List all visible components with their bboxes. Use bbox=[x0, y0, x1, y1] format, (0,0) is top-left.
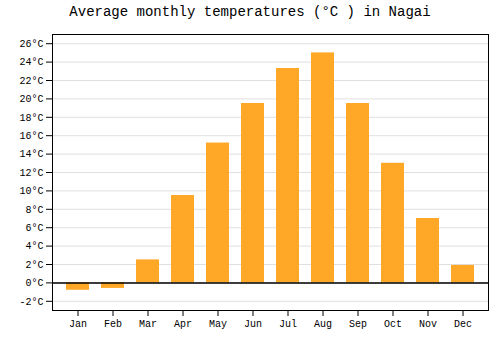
svg-text:Aug: Aug bbox=[314, 319, 332, 330]
svg-text:8°C: 8°C bbox=[25, 205, 43, 216]
svg-text:18°C: 18°C bbox=[19, 113, 43, 124]
svg-text:2°C: 2°C bbox=[25, 260, 43, 271]
svg-text:Jul: Jul bbox=[279, 319, 297, 330]
svg-text:12°C: 12°C bbox=[19, 168, 43, 179]
svg-text:Apr: Apr bbox=[174, 319, 192, 330]
svg-text:Mar: Mar bbox=[139, 319, 157, 330]
svg-text:Dec: Dec bbox=[454, 319, 472, 330]
svg-text:Feb: Feb bbox=[104, 319, 122, 330]
svg-text:10°C: 10°C bbox=[19, 186, 43, 197]
svg-text:16°C: 16°C bbox=[19, 131, 43, 142]
svg-text:20°C: 20°C bbox=[19, 94, 43, 105]
svg-text:Jan: Jan bbox=[69, 319, 87, 330]
svg-text:Nov: Nov bbox=[419, 319, 437, 330]
svg-text:Jun: Jun bbox=[244, 319, 262, 330]
svg-text:14°C: 14°C bbox=[19, 149, 43, 160]
svg-text:Oct: Oct bbox=[384, 319, 402, 330]
svg-text:6°C: 6°C bbox=[25, 223, 43, 234]
svg-text:24°C: 24°C bbox=[19, 57, 43, 68]
svg-text:26°C: 26°C bbox=[19, 39, 43, 50]
svg-text:22°C: 22°C bbox=[19, 76, 43, 87]
html-text:Average monthly temperatures (: Average monthly temperatures (°C ) in Na… bbox=[69, 4, 431, 20]
svg-text:0°C: 0°C bbox=[25, 278, 43, 289]
svg-text:Sep: Sep bbox=[349, 319, 367, 330]
svg-text:4°C: 4°C bbox=[25, 241, 43, 252]
svg-text:May: May bbox=[209, 319, 227, 330]
svg-text:-2°C: -2°C bbox=[19, 297, 43, 308]
